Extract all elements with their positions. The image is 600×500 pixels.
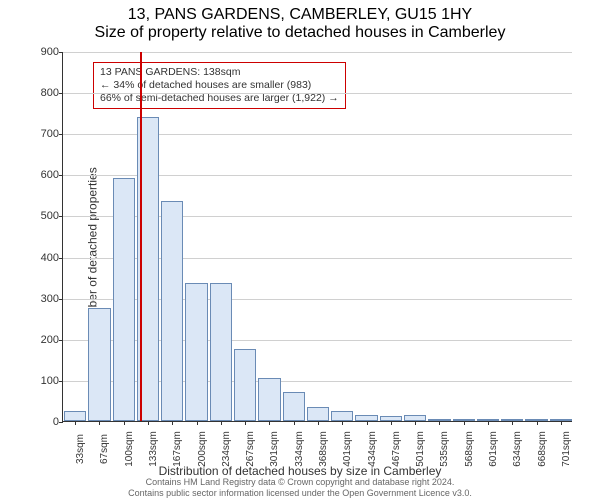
ytick-label: 600 xyxy=(41,169,63,181)
xtick-mark xyxy=(172,421,173,425)
xtick-mark xyxy=(512,421,513,425)
xtick-label: 334sqm xyxy=(294,431,305,467)
xtick-label: 634sqm xyxy=(512,431,523,467)
histogram-bar xyxy=(113,178,135,421)
xtick-label: 200sqm xyxy=(197,431,208,467)
ytick-label: 100 xyxy=(41,375,63,387)
xtick-label: 234sqm xyxy=(221,431,232,467)
histogram-bar xyxy=(307,407,329,421)
chart-title-line1: 13, PANS GARDENS, CAMBERLEY, GU15 1HY xyxy=(0,6,600,24)
xtick-label: 401sqm xyxy=(342,431,353,467)
footnote-line2: Contains public sector information licen… xyxy=(0,488,600,498)
histogram-bar xyxy=(258,378,280,421)
property-marker-line xyxy=(140,52,142,421)
xtick-mark xyxy=(75,421,76,425)
xtick-mark xyxy=(148,421,149,425)
xtick-mark xyxy=(318,421,319,425)
callout-line-1: 13 PANS GARDENS: 138sqm xyxy=(100,66,339,79)
xtick-label: 668sqm xyxy=(537,431,548,467)
xtick-mark xyxy=(197,421,198,425)
xtick-mark xyxy=(488,421,489,425)
xtick-label: 601sqm xyxy=(488,431,499,467)
chart-title-block: 13, PANS GARDENS, CAMBERLEY, GU15 1HY Si… xyxy=(0,0,600,42)
histogram-bar xyxy=(161,201,183,421)
histogram-bar xyxy=(331,411,353,421)
ytick-label: 900 xyxy=(41,46,63,58)
xtick-label: 33sqm xyxy=(75,434,86,464)
xtick-mark xyxy=(464,421,465,425)
ytick-label: 400 xyxy=(41,252,63,264)
xtick-label: 133sqm xyxy=(148,431,159,467)
xtick-mark xyxy=(391,421,392,425)
xtick-mark xyxy=(245,421,246,425)
xtick-label: 100sqm xyxy=(124,431,135,467)
xtick-mark xyxy=(221,421,222,425)
footnote-line1: Contains HM Land Registry data © Crown c… xyxy=(0,477,600,487)
xtick-mark xyxy=(439,421,440,425)
xtick-label: 568sqm xyxy=(464,431,475,467)
xtick-label: 368sqm xyxy=(318,431,329,467)
ytick-label: 300 xyxy=(41,293,63,305)
ytick-label: 500 xyxy=(41,210,63,222)
marker-callout: 13 PANS GARDENS: 138sqm ← 34% of detache… xyxy=(93,62,346,109)
histogram-bar xyxy=(283,392,305,421)
xtick-label: 434sqm xyxy=(367,431,378,467)
callout-line-3: 66% of semi-detached houses are larger (… xyxy=(100,92,339,105)
xtick-label: 167sqm xyxy=(172,431,183,467)
ytick-label: 700 xyxy=(41,128,63,140)
histogram-bar xyxy=(64,411,86,421)
xtick-mark xyxy=(537,421,538,425)
histogram-bar xyxy=(88,308,110,421)
chart-plot-area: 13 PANS GARDENS: 138sqm ← 34% of detache… xyxy=(62,52,572,422)
xtick-mark xyxy=(367,421,368,425)
chart-footnote: Contains HM Land Registry data © Crown c… xyxy=(0,477,600,498)
chart-title-line2: Size of property relative to detached ho… xyxy=(0,24,600,42)
xtick-mark xyxy=(294,421,295,425)
xtick-label: 67sqm xyxy=(99,434,110,464)
xtick-label: 501sqm xyxy=(415,431,426,467)
xtick-label: 701sqm xyxy=(561,431,572,467)
ytick-label: 0 xyxy=(53,416,63,428)
histogram-bar xyxy=(210,283,232,421)
histogram-bar xyxy=(185,283,207,421)
x-axis-label: Distribution of detached houses by size … xyxy=(0,464,600,478)
xtick-mark xyxy=(269,421,270,425)
xtick-label: 535sqm xyxy=(439,431,450,467)
xtick-label: 267sqm xyxy=(245,431,256,467)
xtick-mark xyxy=(342,421,343,425)
callout-line-2: ← 34% of detached houses are smaller (98… xyxy=(100,79,339,92)
xtick-mark xyxy=(99,421,100,425)
xtick-label: 301sqm xyxy=(269,431,280,467)
histogram-bar xyxy=(234,349,256,421)
xtick-mark xyxy=(415,421,416,425)
ytick-label: 200 xyxy=(41,334,63,346)
ytick-label: 800 xyxy=(41,87,63,99)
xtick-mark xyxy=(561,421,562,425)
xtick-mark xyxy=(124,421,125,425)
xtick-label: 467sqm xyxy=(391,431,402,467)
